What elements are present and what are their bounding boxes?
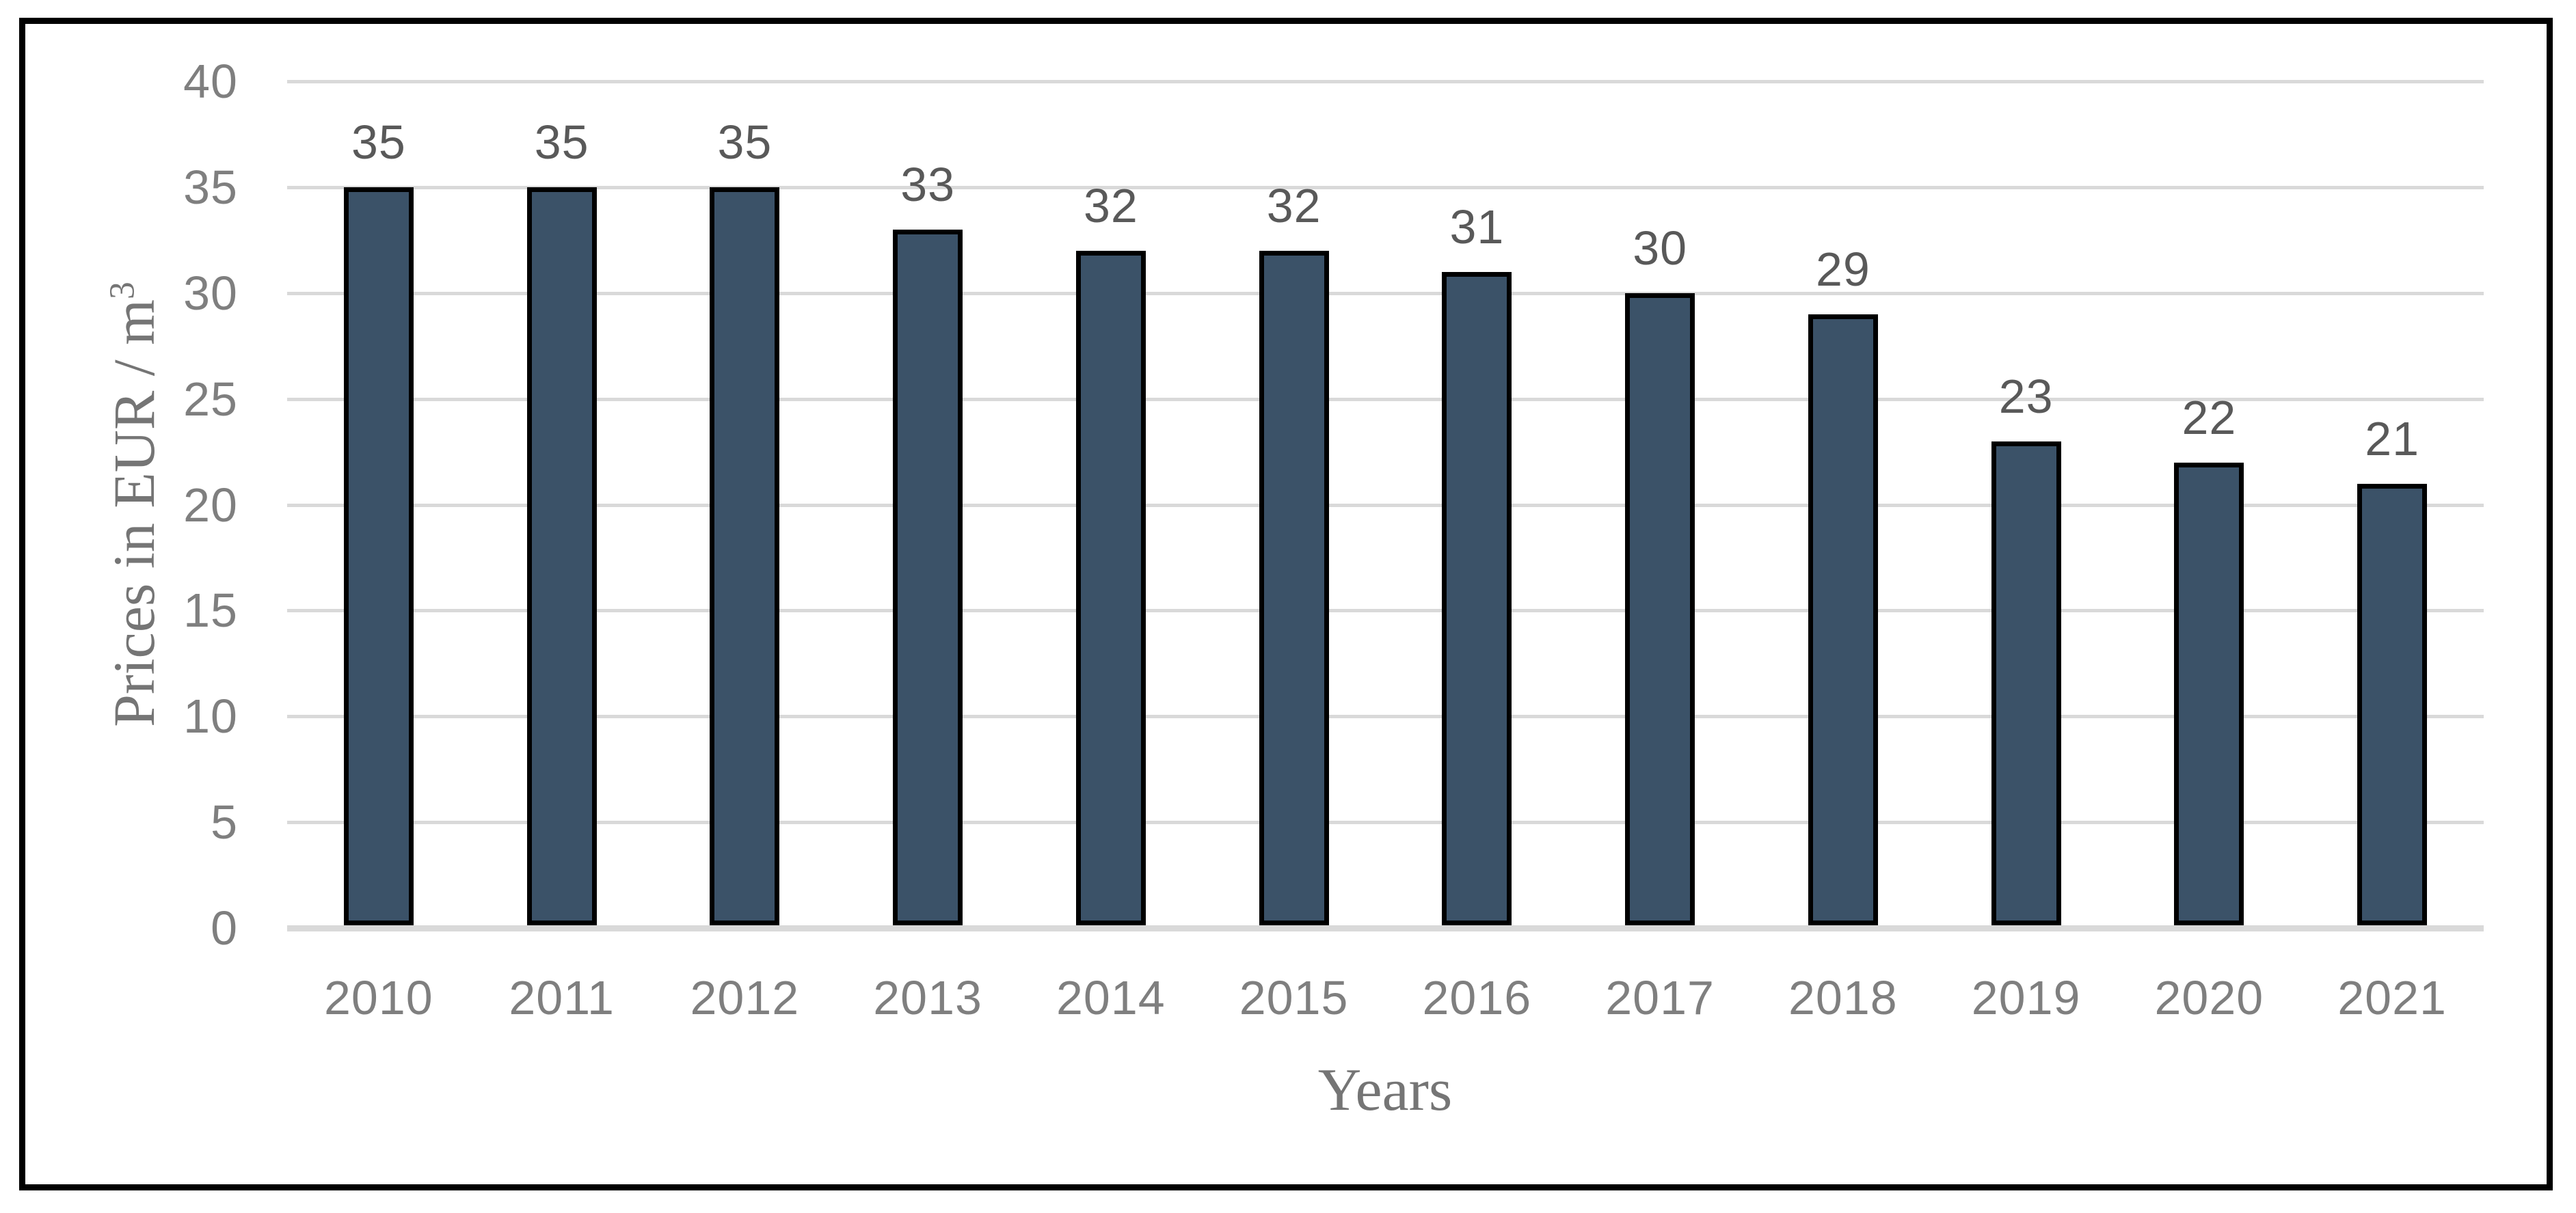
bar-2021 [2357, 483, 2428, 925]
data-label-2021: 21 [2365, 411, 2420, 465]
x-tick-label-2010: 2010 [324, 971, 433, 1024]
gridline-30 [287, 291, 2484, 295]
data-label-2017: 30 [1633, 221, 1688, 275]
bar-2018 [1808, 314, 1878, 925]
bar-2015 [1259, 250, 1329, 925]
y-axis-title: Prices in EUR / m3 [100, 282, 168, 727]
data-label-2020: 22 [2182, 390, 2237, 444]
bar-2016 [1442, 271, 1512, 925]
data-label-2018: 29 [1815, 242, 1870, 296]
gridline-25 [287, 397, 2484, 401]
gridline-20 [287, 503, 2484, 507]
gridline-5 [287, 821, 2484, 825]
bar-2019 [1991, 441, 2061, 925]
y-tick-label-20: 20 [183, 478, 238, 532]
gridline-35 [287, 185, 2484, 189]
data-label-2011: 35 [534, 115, 589, 169]
y-axis-title-text: Prices in EUR / m [101, 299, 167, 727]
y-tick-label-15: 15 [183, 584, 238, 638]
x-tick-label-2016: 2016 [1422, 971, 1532, 1024]
x-tick-label-2012: 2012 [690, 971, 800, 1024]
y-tick-label-40: 40 [183, 55, 238, 108]
data-label-2012: 35 [717, 115, 773, 169]
bar-2013 [893, 229, 963, 925]
x-tick-label-2020: 2020 [2154, 971, 2264, 1024]
data-label-2016: 31 [1449, 200, 1505, 254]
bar-2017 [1625, 292, 1695, 925]
bar-2010 [343, 187, 414, 925]
bar-2014 [1075, 250, 1146, 925]
y-tick-label-10: 10 [183, 690, 238, 744]
bar-2012 [710, 187, 780, 925]
y-tick-label-30: 30 [183, 266, 238, 320]
y-tick-label-5: 5 [211, 795, 238, 849]
bar-2020 [2174, 462, 2244, 925]
y-tick-label-0: 0 [211, 901, 238, 955]
y-axis-title-superscript: 3 [103, 282, 142, 299]
x-axis-title: Years [1317, 1057, 1453, 1123]
gridline-10 [287, 715, 2484, 719]
x-tick-label-2021: 2021 [2337, 971, 2447, 1024]
x-tick-label-2017: 2017 [1605, 971, 1715, 1024]
data-label-2015: 32 [1266, 178, 1321, 232]
x-tick-label-2015: 2015 [1239, 971, 1349, 1024]
data-label-2014: 32 [1083, 178, 1138, 232]
data-label-2019: 23 [1998, 369, 2054, 423]
y-tick-label-35: 35 [183, 160, 238, 214]
x-tick-label-2013: 2013 [873, 971, 982, 1024]
data-label-2013: 33 [900, 157, 956, 211]
gridline-15 [287, 609, 2484, 613]
y-tick-label-25: 25 [183, 372, 238, 426]
x-tick-label-2014: 2014 [1056, 971, 1166, 1024]
data-label-2010: 35 [351, 115, 406, 169]
x-tick-label-2018: 2018 [1788, 971, 1898, 1024]
x-tick-label-2011: 2011 [509, 971, 615, 1024]
x-axis-line [287, 925, 2484, 931]
x-tick-label-2019: 2019 [1971, 971, 2081, 1024]
gridline-40 [287, 80, 2484, 83]
bar-2011 [526, 187, 597, 925]
